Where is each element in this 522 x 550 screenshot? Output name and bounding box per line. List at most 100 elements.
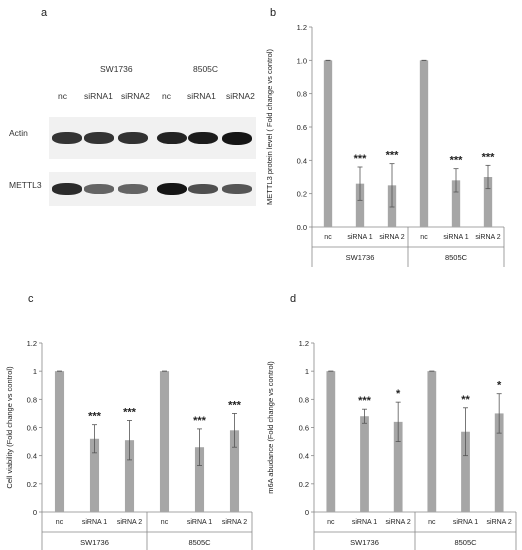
category-label: siRNA 2	[386, 519, 411, 526]
y-tick-label: 0.4	[299, 452, 309, 461]
y-tick-label: 0.2	[299, 480, 309, 489]
y-axis-label: Cell viability (Fold change vs control)	[5, 366, 14, 489]
category-label: siRNA 2	[379, 234, 404, 241]
panel-letter-b: b	[270, 7, 277, 19]
blot-row-label-mettl3: METTL3	[9, 180, 42, 190]
bar	[89, 438, 100, 512]
lane-label: nc	[58, 91, 67, 101]
significance-marker: ***	[482, 151, 496, 163]
blot-band-actin	[157, 131, 187, 145]
bar	[393, 421, 403, 512]
category-label: siRNA 1	[187, 519, 212, 526]
category-label: siRNA 1	[347, 234, 372, 241]
group-label: SW1736	[350, 538, 379, 547]
y-tick-label: 0	[305, 508, 309, 517]
y-tick-label: 1.2	[27, 339, 37, 348]
lane-label: nc	[162, 91, 171, 101]
m6a-abundance-bar-chart: 0 0.2 0.4 0.6 0.8 1 1.2 m6A abudance (Fold chan…	[266, 339, 517, 550]
cell-line-label-sw1736: SW1736	[100, 64, 133, 74]
category-label: nc	[56, 519, 64, 526]
significance-marker: ***	[193, 415, 207, 427]
group-label: SW1736	[80, 538, 109, 547]
bar	[194, 447, 205, 512]
significance-marker: ***	[354, 153, 368, 165]
category-label: nc	[420, 234, 428, 241]
group-label: 8505C	[445, 253, 468, 262]
blot-band-mettl3	[188, 184, 218, 194]
significance-marker: **	[461, 394, 470, 406]
y-tick-label: 0	[33, 508, 37, 517]
blot-band-mettl3	[222, 184, 252, 194]
bar	[360, 416, 369, 512]
actin-blot-strip	[49, 117, 256, 159]
y-tick-label: 0.2	[27, 480, 37, 489]
y-tick-label: 0.6	[27, 424, 37, 433]
y-tick-label: 0.8	[27, 395, 37, 404]
cell-viability-bar-chart: 0 0.2 0.4 0.6 0.8 1 1.2 Cell viability (Fold ch…	[5, 339, 253, 550]
y-axis-label: METTL3 protein level ( Fold change vs co…	[265, 49, 274, 205]
bar	[323, 60, 333, 228]
category-label: siRNA 2	[475, 234, 500, 241]
y-tick-label: 1.2	[299, 339, 309, 348]
y-tick-label: 0.0	[297, 223, 307, 232]
group-label: 8505C	[188, 538, 211, 547]
bar	[494, 413, 504, 512]
bar	[355, 183, 365, 227]
y-tick-label: 0.8	[299, 395, 309, 404]
blot-band-actin	[222, 131, 252, 145]
category-label: siRNA 1	[82, 519, 107, 526]
group-label: 8505C	[454, 538, 477, 547]
lane-label: siRNA1	[187, 91, 216, 101]
y-tick-label: 1	[305, 367, 309, 376]
bar	[124, 440, 135, 512]
y-tick-label: 0.4	[27, 452, 37, 461]
category-label: siRNA 2	[117, 519, 142, 526]
bar	[483, 177, 493, 227]
significance-marker: ***	[386, 150, 400, 162]
significance-marker: *	[497, 380, 502, 392]
bar	[461, 431, 470, 512]
y-tick-label: 0.8	[297, 90, 307, 99]
lane-label: siRNA2	[121, 91, 150, 101]
lane-label: siRNA2	[226, 91, 255, 101]
y-axis-label: m6A abudance (Fold change vs control)	[266, 361, 275, 494]
y-tick-label: 1.2	[297, 23, 307, 32]
y-tick-label: 0.4	[297, 156, 307, 165]
bar	[229, 430, 240, 512]
significance-marker: ***	[123, 406, 137, 418]
panel-letter-a: a	[41, 7, 48, 19]
group-label: SW1736	[346, 253, 375, 262]
category-label: siRNA 2	[222, 519, 247, 526]
lane-label: siRNA1	[84, 91, 113, 101]
category-label: nc	[428, 519, 436, 526]
significance-marker: ***	[88, 411, 102, 423]
western-blot-panel: SW1736 8505C nc siRNA1 siRNA2 nc siRNA1 …	[0, 0, 260, 260]
y-tick-label: 0.6	[297, 123, 307, 132]
bar	[427, 371, 437, 512]
y-tick-label: 1	[33, 367, 37, 376]
category-label: siRNA 1	[443, 234, 468, 241]
blot-row-label-actin: Actin	[9, 128, 28, 138]
mettl3-protein-bar-chart: 0.0 0.2 0.4 0.6 0.8 1.0 1.2 METTL3 protein leve…	[265, 23, 505, 267]
blot-band-actin	[188, 131, 218, 145]
y-tick-label: 0.2	[297, 190, 307, 199]
mettl3-blot-strip	[49, 172, 256, 206]
significance-marker: ***	[228, 399, 242, 411]
significance-marker: ***	[358, 395, 372, 407]
bar	[419, 60, 429, 228]
category-label: nc	[161, 519, 169, 526]
blot-band-actin	[118, 132, 148, 144]
blot-band-mettl3	[52, 183, 82, 195]
category-label: siRNA 1	[352, 519, 377, 526]
category-label: nc	[324, 234, 332, 241]
panel-letter-c: c	[28, 293, 34, 305]
blot-band-mettl3	[84, 184, 114, 194]
y-tick-label: 0.6	[299, 424, 309, 433]
blot-band-actin	[84, 132, 114, 144]
category-label: nc	[327, 519, 335, 526]
blot-band-mettl3	[157, 183, 187, 195]
blot-band-actin	[52, 132, 82, 144]
category-label: siRNA 1	[453, 519, 478, 526]
category-label: siRNA 2	[487, 519, 512, 526]
bar	[159, 371, 170, 512]
